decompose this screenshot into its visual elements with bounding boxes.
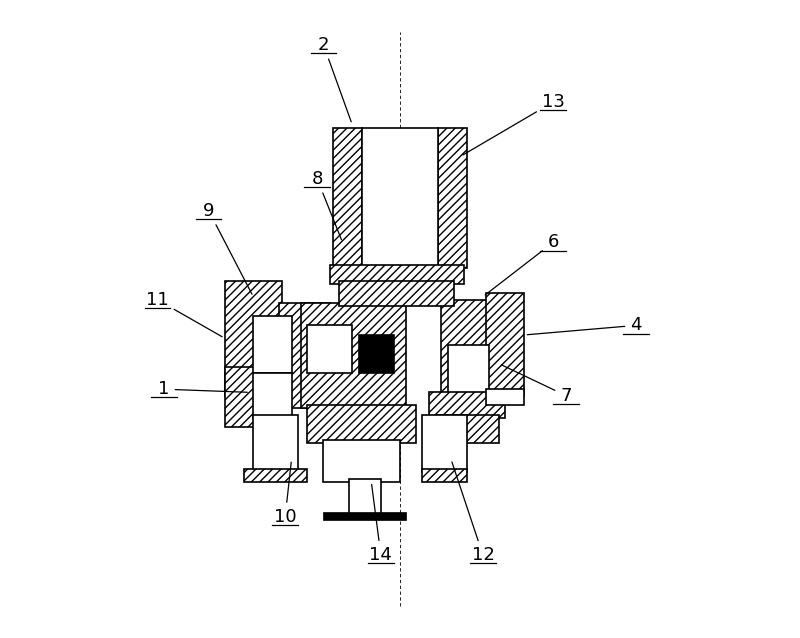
- Bar: [422, 469, 467, 482]
- Text: 8: 8: [311, 170, 342, 240]
- Bar: [225, 367, 278, 427]
- Text: 13: 13: [463, 93, 565, 155]
- Text: 12: 12: [452, 462, 494, 564]
- Bar: [362, 128, 438, 268]
- Text: 14: 14: [370, 484, 392, 564]
- Bar: [429, 392, 506, 418]
- Bar: [244, 469, 307, 482]
- Bar: [422, 415, 467, 472]
- Text: 6: 6: [485, 234, 559, 295]
- Bar: [307, 325, 352, 373]
- Bar: [254, 415, 298, 472]
- Bar: [438, 128, 467, 268]
- Bar: [307, 405, 416, 443]
- Bar: [254, 316, 291, 373]
- Bar: [349, 478, 381, 517]
- Bar: [448, 345, 490, 399]
- Bar: [323, 512, 406, 520]
- Bar: [339, 281, 454, 306]
- Bar: [486, 389, 525, 405]
- Bar: [225, 281, 282, 396]
- Text: 2: 2: [318, 36, 351, 122]
- Bar: [301, 303, 406, 408]
- Bar: [323, 440, 400, 482]
- Bar: [254, 373, 291, 418]
- Text: 9: 9: [203, 202, 252, 294]
- Bar: [486, 293, 525, 396]
- Bar: [330, 265, 464, 284]
- Bar: [442, 300, 496, 412]
- Bar: [278, 303, 330, 408]
- Text: 10: 10: [274, 462, 297, 526]
- Text: 1: 1: [158, 380, 247, 398]
- Text: 7: 7: [502, 365, 572, 404]
- Bar: [358, 335, 394, 373]
- Text: 4: 4: [527, 316, 642, 335]
- Bar: [333, 128, 362, 268]
- Text: 11: 11: [146, 291, 222, 337]
- Bar: [435, 415, 499, 443]
